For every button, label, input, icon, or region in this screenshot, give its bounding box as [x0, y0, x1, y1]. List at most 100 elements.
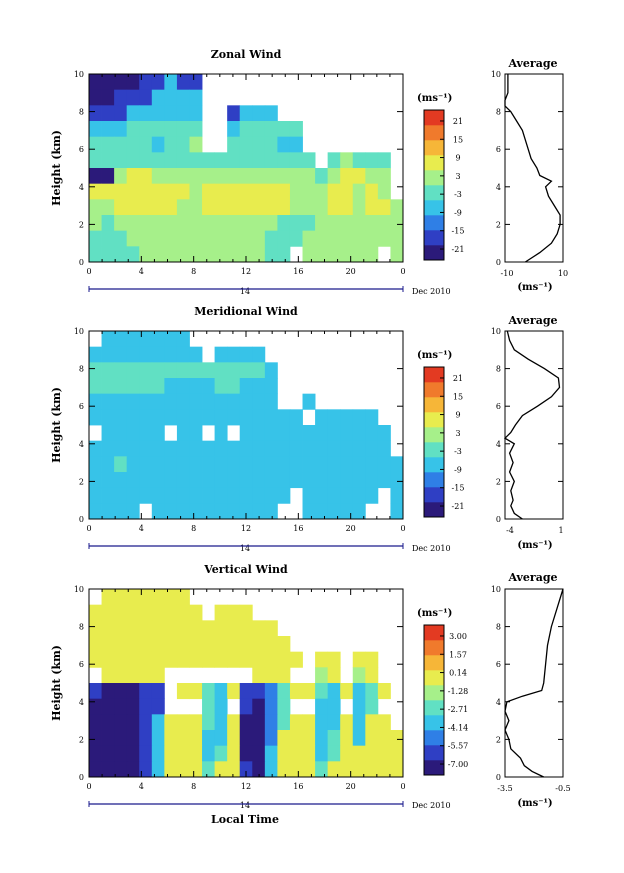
heatmap-cell — [89, 503, 102, 520]
profile-xtick-max: 1 — [558, 526, 563, 535]
heatmap-cell — [189, 636, 203, 653]
colorbar-segment — [424, 215, 444, 231]
heatmap-cell — [101, 651, 115, 668]
date-center-label: 14 — [240, 544, 250, 553]
colorbar-tick-label: -7.00 — [448, 760, 469, 769]
heatmap-cell — [264, 425, 278, 442]
heatmap-cell — [340, 246, 354, 263]
heatmap-cell — [390, 503, 404, 520]
heatmap-cell — [252, 667, 266, 684]
date-label: Dec 2010 — [412, 544, 451, 553]
heatmap-cell — [189, 730, 203, 747]
heatmap-cell — [164, 730, 178, 747]
x-tick-label: 0 — [400, 782, 405, 791]
heatmap-cell — [126, 472, 140, 489]
heatmap-cell — [315, 745, 329, 762]
heatmap-cell — [390, 730, 404, 747]
heatmap-cell — [176, 604, 190, 621]
heatmap-cell — [189, 409, 203, 426]
heatmap-cell — [252, 503, 266, 520]
heatmap-cell — [264, 230, 278, 247]
heatmap-cell — [302, 683, 316, 700]
heatmap-cell — [390, 246, 404, 263]
heatmap-cell — [315, 409, 329, 426]
colorbar-segment — [424, 412, 444, 428]
colorbar-segment — [424, 502, 444, 518]
profile-line — [503, 330, 561, 520]
heatmap-cell — [101, 745, 115, 762]
colorbar-segment — [424, 230, 444, 246]
heatmap-cell — [365, 246, 379, 263]
profile-unit: (ms⁻¹) — [517, 282, 552, 293]
heatmap-cell — [315, 230, 329, 247]
x-tick-label: 4 — [139, 267, 144, 276]
heatmap-cell — [101, 503, 115, 520]
heatmap-cell — [327, 714, 341, 731]
heatmap-cell — [239, 246, 253, 263]
heatmap-cell — [202, 487, 215, 504]
heatmap-cell — [214, 604, 228, 621]
heatmap-cell — [189, 714, 203, 731]
colorbar-unit: (ms⁻¹) — [417, 350, 452, 361]
heatmap-cell — [239, 362, 253, 379]
heatmap-cell — [227, 230, 241, 247]
heatmap-cell — [340, 183, 354, 200]
heatmap-cell — [214, 730, 228, 747]
y-tick-label: 6 — [79, 145, 84, 154]
heatmap-cell — [202, 683, 215, 700]
heatmap-cell — [377, 714, 391, 731]
heatmap-cell — [89, 472, 102, 489]
heatmap-cell — [315, 199, 329, 216]
colorbar-tick-label: -15 — [452, 484, 465, 493]
heatmap-cell — [264, 487, 278, 504]
y-tick-label: 10 — [74, 70, 84, 79]
y-tick-label: 8 — [79, 623, 84, 632]
x-tick-label: 20 — [346, 782, 356, 791]
heatmap-cell — [176, 346, 190, 363]
heatmap-cell — [114, 651, 128, 668]
heatmap-cell — [164, 487, 178, 504]
heatmap-cell — [214, 503, 228, 520]
heatmap-cell — [114, 246, 128, 263]
heatmap-cell — [164, 745, 178, 762]
heatmap-cell — [377, 183, 391, 200]
heatmap-cell — [365, 199, 379, 216]
heatmap-cell — [176, 683, 190, 700]
heatmap-cell — [176, 589, 190, 606]
heatmap-cell — [151, 74, 165, 91]
heatmap-cell — [365, 456, 379, 473]
heatmap-cell — [151, 440, 165, 457]
profile-title: Average — [507, 571, 557, 584]
heatmap-cell — [214, 425, 228, 442]
heatmap-cell — [114, 487, 128, 504]
heatmap-cell — [101, 730, 115, 747]
heatmap-cell — [126, 604, 140, 621]
colorbar-segment — [424, 382, 444, 398]
heatmap-cell — [101, 74, 115, 91]
heatmap-cell — [252, 456, 266, 473]
heatmap-cell — [139, 331, 153, 348]
heatmap-cell — [89, 378, 102, 395]
heatmap-cell — [315, 651, 329, 668]
heatmap-cell — [390, 199, 404, 216]
heatmap-cell — [264, 168, 278, 185]
heatmap-cell — [139, 636, 153, 653]
heatmap-cell — [277, 230, 291, 247]
heatmap-cell — [151, 183, 165, 200]
heatmap-cell — [264, 136, 278, 153]
heatmap-cell — [252, 346, 266, 363]
heatmap-cell — [214, 409, 228, 426]
heatmap-cell — [176, 456, 190, 473]
colorbar-segment — [424, 185, 444, 201]
heatmap-cell — [151, 456, 165, 473]
heatmap-cell — [377, 730, 391, 747]
date-center-label: 14 — [240, 287, 250, 296]
heatmap-cell — [101, 472, 115, 489]
heatmap-cell — [101, 393, 115, 410]
heatmap-cell — [126, 378, 140, 395]
heatmap-cell — [101, 440, 115, 457]
heatmap-cell — [126, 636, 140, 653]
heatmap-cell — [139, 425, 153, 442]
heatmap-cell — [252, 121, 266, 138]
heatmap-cell — [327, 215, 341, 232]
